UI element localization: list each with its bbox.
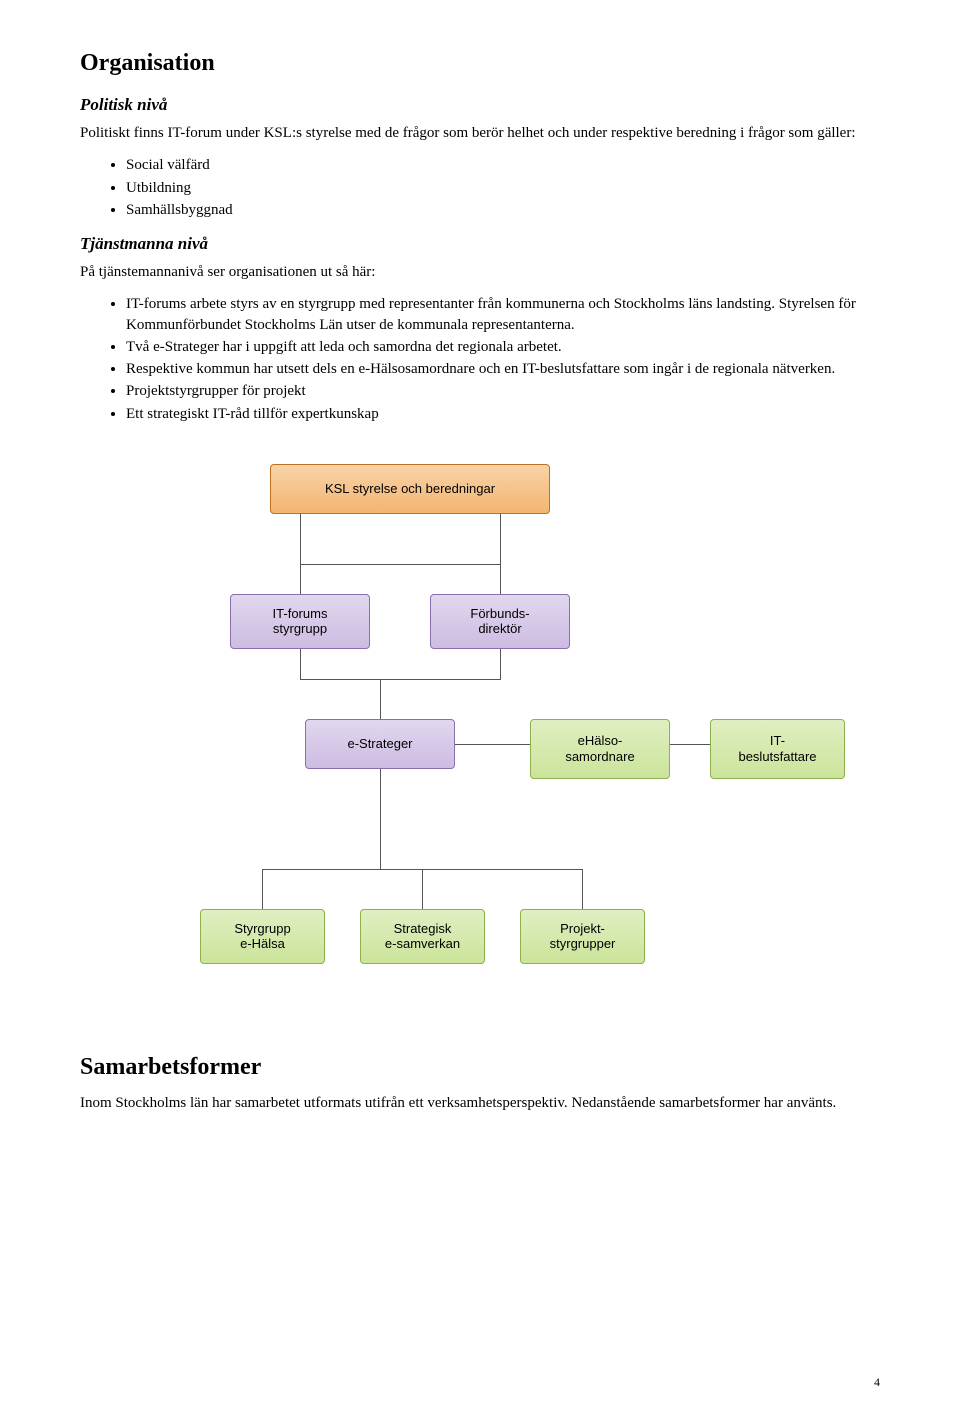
connector [300,679,501,680]
connector [500,514,501,564]
page-title: Organisation [80,50,880,77]
org-diagram: KSL styrelse och beredningar IT-forumssty… [100,464,860,1024]
section-3-title: Samarbetsformer [80,1054,880,1081]
list-item: Projektstyrgrupper för projekt [126,381,880,401]
list-item: Två e-Strateger har i uppgift att leda o… [126,337,880,357]
section-1-title: Politisk nivå [80,95,880,115]
diagram-node: Projekt-styrgrupper [520,909,645,964]
connector [262,869,263,909]
diagram-node: Förbunds-direktör [430,594,570,649]
diagram-node: IT-forumsstyrgrupp [230,594,370,649]
diagram-node: KSL styrelse och beredningar [270,464,550,514]
connector [300,514,301,564]
list-item: Samhällsbyggnad [126,200,880,220]
section-1-para: Politiskt finns IT-forum under KSL:s sty… [80,123,880,143]
section-1-bullets: Social välfärd Utbildning Samhällsbyggna… [80,155,880,220]
list-item: Social välfärd [126,155,880,175]
diagram-node: Strategiske-samverkan [360,909,485,964]
connector [422,869,423,909]
page-number: 4 [874,1375,880,1390]
diagram-node: eHälso-samordnare [530,719,670,779]
diagram-node: Styrgruppe-Hälsa [200,909,325,964]
connector [500,649,501,679]
list-item: Utbildning [126,178,880,198]
connector [300,564,301,594]
section-2-bullets: IT-forums arbete styrs av en styrgrupp m… [80,294,880,424]
connector [582,869,583,909]
list-item: Respektive kommun har utsett dels en e-H… [126,359,880,379]
section-2-title: Tjänstmanna nivå [80,234,880,254]
connector [380,679,381,719]
connector [670,744,710,745]
list-item: Ett strategiskt IT-råd tillför expertkun… [126,404,880,424]
list-item: IT-forums arbete styrs av en styrgrupp m… [126,294,880,335]
section-2-para: På tjänstemannanivå ser organisationen u… [80,262,880,282]
diagram-node: IT-beslutsfattare [710,719,845,779]
connector [300,649,301,679]
connector [380,769,381,869]
section-3-para: Inom Stockholms län har samarbetet utfor… [80,1093,880,1113]
connector [300,564,501,565]
connector [500,564,501,594]
connector [455,744,530,745]
diagram-node: e-Strateger [305,719,455,769]
